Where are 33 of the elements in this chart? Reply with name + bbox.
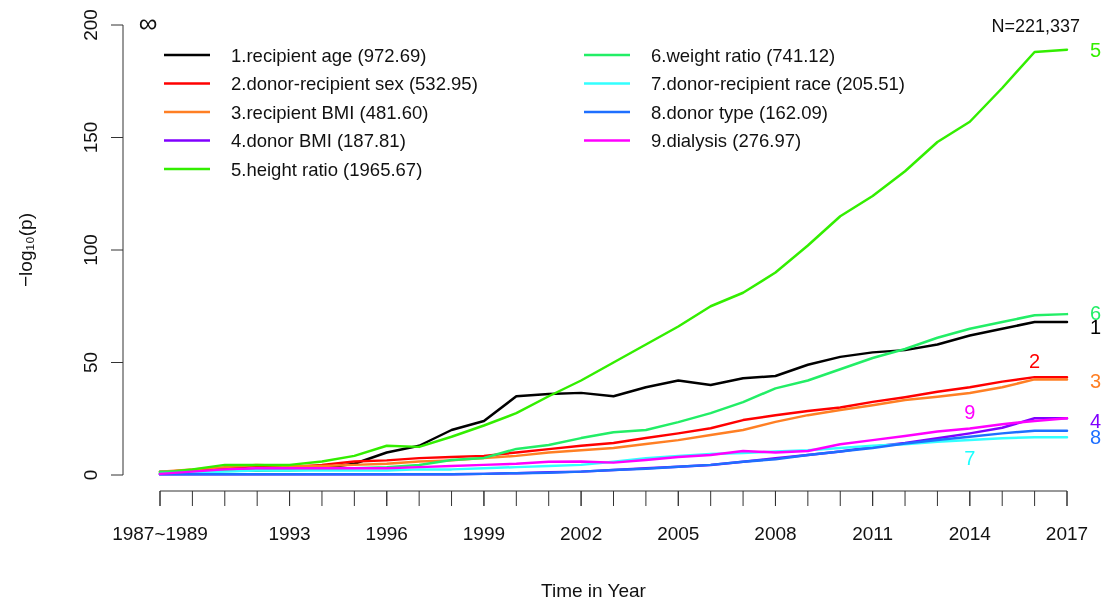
annotation: N=221,337 [991, 16, 1080, 36]
text: ∞ [138, 8, 158, 38]
legend-label: 2.donor-recipient sex (532.95) [231, 73, 478, 94]
annotation: 3 [1090, 369, 1102, 392]
y-tick-label: 100 [80, 234, 101, 266]
legend-label: 6.weight ratio (741.12) [651, 44, 836, 66]
x-tick-label: 1987~1989 [112, 523, 208, 544]
x-tick-label: 1993 [268, 523, 311, 544]
x-axis-title: Time in Year [541, 580, 647, 601]
legend-label: 9.dialysis (276.97) [651, 130, 802, 151]
x-tick-label: 1996 [365, 523, 408, 544]
y-tick-label: 150 [80, 121, 101, 154]
x-tick-label: 2014 [948, 523, 992, 544]
y-tick-label: 50 [80, 351, 101, 374]
y-tick-label: 0 [80, 469, 101, 481]
legend-label: 8.donor type (162.09) [651, 101, 828, 123]
x-tick-label: 2005 [657, 523, 700, 544]
y-axis-title: −log₁₀(p) [15, 213, 36, 287]
legend-label: 4.donor BMI (187.81) [231, 130, 406, 151]
annotation: 7 [964, 446, 976, 469]
x-tick-label: 2011 [852, 523, 894, 544]
legend-label: 7.donor-recipient race (205.51) [651, 73, 906, 94]
legend-label: 5.height ratio (1965.67) [231, 158, 423, 180]
annotation: 2 [1029, 350, 1041, 373]
annotation: 9 [964, 401, 976, 424]
x-tick-label: 2008 [754, 523, 797, 544]
x-tick-label: 1999 [462, 523, 506, 544]
annotation: 5 [1090, 38, 1102, 61]
legend-label: 3.recipient BMI (481.60) [231, 101, 429, 123]
x-tick-label: 2002 [559, 523, 603, 544]
x-tick-label: 2017 [1045, 523, 1089, 544]
legend-label: 1.recipient age (972.69) [231, 44, 427, 66]
y-tick-label: 200 [80, 9, 101, 41]
